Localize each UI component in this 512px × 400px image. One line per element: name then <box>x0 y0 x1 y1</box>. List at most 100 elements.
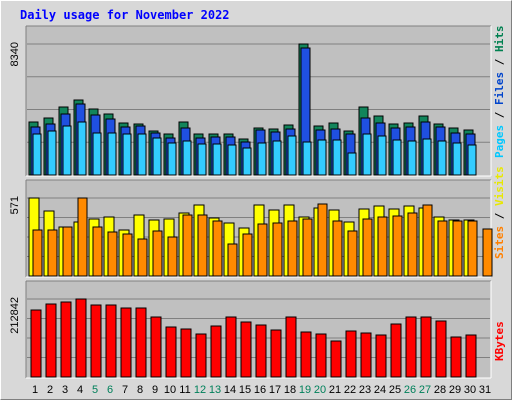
x-tick-label: 24 <box>374 384 386 396</box>
bar-sites-day-30 <box>467 220 478 277</box>
bar-sites-day-29 <box>452 220 463 277</box>
bar-kbytes-day-23 <box>360 332 372 378</box>
bar-pages-day-25 <box>392 139 402 176</box>
legend-visits-sites: Sites / Visits <box>493 166 506 259</box>
bar-pages-day-14 <box>227 144 237 176</box>
bar-sites-day-8 <box>137 238 148 277</box>
legend-kbytes: KBytes <box>493 321 506 361</box>
legend-entry: / <box>493 105 506 125</box>
bar-pages-day-28 <box>437 140 447 176</box>
bar-sites-day-1 <box>32 229 43 277</box>
bar-pages-day-12 <box>197 143 207 176</box>
y-max-label: 571 <box>9 196 21 214</box>
bar-kbytes-day-5 <box>90 304 102 378</box>
panel-visits-sites: 571 Sites / Visits <box>9 166 506 278</box>
bar-pages-day-18 <box>287 135 297 176</box>
x-tick-label: 15 <box>239 384 251 396</box>
bar-sites-day-2 <box>47 229 58 277</box>
bar-sites-day-26 <box>407 212 418 277</box>
y-max-label: 8340 <box>9 42 21 66</box>
bar-pages-day-22 <box>347 152 357 176</box>
series-kbytes <box>30 298 477 378</box>
bar-pages-day-20 <box>317 139 327 176</box>
bar-sites-day-5 <box>92 226 103 277</box>
bar-kbytes-day-1 <box>30 309 42 378</box>
bar-pages-day-3 <box>62 125 72 176</box>
bar-sites-day-12 <box>197 214 208 277</box>
x-tick-label: 16 <box>254 384 266 396</box>
x-tick-label: 10 <box>164 384 176 396</box>
bar-sites-day-6 <box>107 231 118 277</box>
bar-kbytes-day-10 <box>165 326 177 378</box>
bar-sites-day-31 <box>482 228 493 277</box>
bar-pages-day-2 <box>47 130 57 176</box>
bar-pages-day-17 <box>272 140 282 176</box>
x-tick-label: 17 <box>269 384 281 396</box>
x-tick-label: 26 <box>404 384 416 396</box>
bar-kbytes-day-21 <box>330 340 342 378</box>
bar-sites-day-22 <box>347 230 358 277</box>
bar-sites-day-13 <box>212 220 223 277</box>
bar-kbytes-day-14 <box>225 316 237 378</box>
bar-sites-day-17 <box>272 222 283 277</box>
bar-pages-day-8 <box>137 133 147 176</box>
legend-entry: Pages <box>493 125 506 158</box>
series-sites <box>32 197 493 277</box>
bar-sites-day-10 <box>167 236 178 277</box>
bar-kbytes-day-11 <box>180 328 192 378</box>
bar-pages-day-1 <box>32 133 42 176</box>
bar-pages-day-26 <box>407 140 417 176</box>
bar-kbytes-day-27 <box>420 316 432 378</box>
x-tick-label: 25 <box>389 384 401 396</box>
bar-kbytes-day-30 <box>465 334 477 378</box>
bar-kbytes-day-18 <box>285 316 297 378</box>
x-tick-label: 22 <box>344 384 356 396</box>
bar-pages-day-13 <box>212 143 222 176</box>
bar-kbytes-day-25 <box>390 323 402 378</box>
bar-kbytes-day-13 <box>210 325 222 378</box>
x-tick-label: 7 <box>122 384 128 396</box>
bar-sites-day-9 <box>152 230 163 277</box>
panel-kbytes: 212842 KBytes <box>9 280 506 379</box>
legend-entry: Files <box>493 72 506 105</box>
bar-kbytes-day-7 <box>120 307 132 378</box>
bar-pages-day-30 <box>467 144 477 176</box>
x-tick-label: 9 <box>152 384 158 396</box>
x-tick-label: 13 <box>209 384 221 396</box>
bar-pages-day-11 <box>182 140 192 176</box>
series-pages <box>32 121 477 176</box>
bar-kbytes-day-17 <box>270 329 282 378</box>
bar-sites-day-27 <box>422 204 433 277</box>
x-tick-label: 23 <box>359 384 371 396</box>
x-tick-label: 12 <box>194 384 206 396</box>
bar-kbytes-day-3 <box>60 301 72 378</box>
legend-entry: Visits <box>493 166 506 206</box>
x-tick-label: 4 <box>77 384 83 396</box>
bar-sites-day-4 <box>77 197 88 277</box>
bar-sites-day-20 <box>317 203 328 277</box>
bar-sites-day-16 <box>257 223 268 277</box>
bar-kbytes-day-20 <box>315 333 327 378</box>
x-tick-label: 14 <box>224 384 236 396</box>
bar-pages-day-15 <box>242 147 252 176</box>
bar-pages-day-4 <box>77 121 87 176</box>
bar-pages-day-6 <box>107 132 117 176</box>
x-tick-label: 28 <box>434 384 446 396</box>
x-tick-label: 1 <box>32 384 38 396</box>
bar-sites-day-18 <box>287 220 298 277</box>
x-tick-label: 30 <box>464 384 476 396</box>
bar-sites-day-28 <box>437 220 448 277</box>
bar-sites-day-23 <box>362 218 373 277</box>
bar-pages-day-23 <box>362 133 372 176</box>
bar-kbytes-day-22 <box>345 330 357 378</box>
x-tick-label: 29 <box>449 384 461 396</box>
bar-kbytes-day-2 <box>45 303 57 378</box>
bar-sites-day-24 <box>377 216 388 277</box>
bar-kbytes-day-16 <box>255 324 267 378</box>
legend-entry: KBytes <box>493 321 506 361</box>
bar-sites-day-15 <box>242 233 253 277</box>
x-tick-label: 18 <box>284 384 296 396</box>
bar-sites-day-14 <box>227 243 238 277</box>
bar-pages-day-10 <box>167 142 177 176</box>
